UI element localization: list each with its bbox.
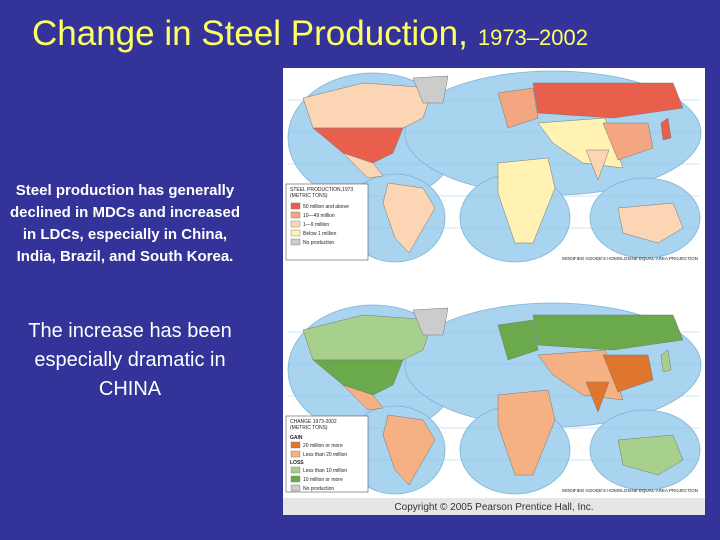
legend-label: 50 million and above <box>303 204 349 210</box>
land-south-america <box>382 182 436 254</box>
land-africa <box>497 389 556 476</box>
land-japan <box>660 349 672 373</box>
legend-swatch <box>290 441 301 449</box>
land-india <box>585 149 610 181</box>
land-africa <box>497 157 556 244</box>
land-greenland <box>412 307 449 336</box>
land-australia <box>617 202 684 244</box>
legend: STEEL PRODUCTION,1973(METRIC TONS) 50 mil… <box>285 183 369 261</box>
land-europe <box>497 87 539 129</box>
legend-title: STEEL PRODUCTION,1973 <box>290 187 353 193</box>
legend-title: (METRIC TONS) <box>290 193 328 199</box>
slide-title: Change in Steel Production, 1973–2002 <box>32 14 588 53</box>
copyright: Copyright © 2005 Pearson Prentice Hall, … <box>394 502 593 513</box>
land-mexico <box>342 384 384 411</box>
legend-title: (METRIC TONS) <box>290 425 328 431</box>
legend-title: CHANGE 1973-2002 <box>290 419 337 425</box>
map-panel: Copyright © 2005 Pearson Prentice Hall, … <box>283 68 705 515</box>
legend-label: 20 million or more <box>303 443 343 449</box>
legend-swatch <box>290 238 301 246</box>
legend-label: Less than 10 million <box>303 468 347 474</box>
legend-label: 10 million or more <box>303 477 343 483</box>
land-china <box>602 122 654 161</box>
legend-label: 1—9 million <box>303 222 329 228</box>
title-area: Change in Steel Production, 1973–2002 <box>32 14 588 53</box>
map: MODIFIED GOODE'S HOMOLOSINE EQUAL-AREA P… <box>285 302 702 495</box>
legend-swatch <box>290 450 301 458</box>
legend-swatch <box>290 202 301 210</box>
land-south-america <box>382 414 436 486</box>
land-japan <box>660 117 672 141</box>
map: MODIFIED GOODE'S HOMOLOSINE EQUAL-AREA P… <box>285 70 702 263</box>
land-usa <box>312 127 404 164</box>
title-years: 1973–2002 <box>478 25 588 50</box>
title-main: Change in Steel Production, <box>32 14 468 53</box>
land-usa <box>312 359 404 396</box>
summary-text: Steel production has generally declined … <box>9 182 241 265</box>
legend-label: 10—49 million <box>303 213 335 219</box>
land-russia <box>532 314 684 351</box>
legend-swatch <box>290 475 301 483</box>
legend-label: Less than 20 million <box>303 452 347 458</box>
legend-swatch <box>290 484 301 492</box>
legend-swatch <box>290 211 301 219</box>
legend-swatch <box>290 220 301 228</box>
legend-swatch <box>290 466 301 474</box>
legend-label: Below 1 million <box>303 231 337 237</box>
projection-label: MODIFIED GOODE'S HOMOLOSINE EQUAL-AREA P… <box>562 488 698 493</box>
emphasis-text: The increase has been especially dramati… <box>28 320 232 400</box>
land-russia <box>532 82 684 119</box>
copyright-strip <box>283 498 705 515</box>
legend-heading: LOSS <box>290 460 304 466</box>
land-india <box>585 381 610 413</box>
land-europe <box>497 319 539 361</box>
legend-label: No production <box>303 240 334 246</box>
legend-label: No production <box>303 486 334 492</box>
land-australia <box>617 434 684 476</box>
land-greenland <box>412 75 449 104</box>
legend-heading: GAIN <box>290 435 303 441</box>
land-mexico <box>342 152 384 179</box>
projection-label: MODIFIED GOODE'S HOMOLOSINE EQUAL-AREA P… <box>562 256 698 261</box>
legend-swatch <box>290 229 301 237</box>
land-china <box>602 354 654 393</box>
